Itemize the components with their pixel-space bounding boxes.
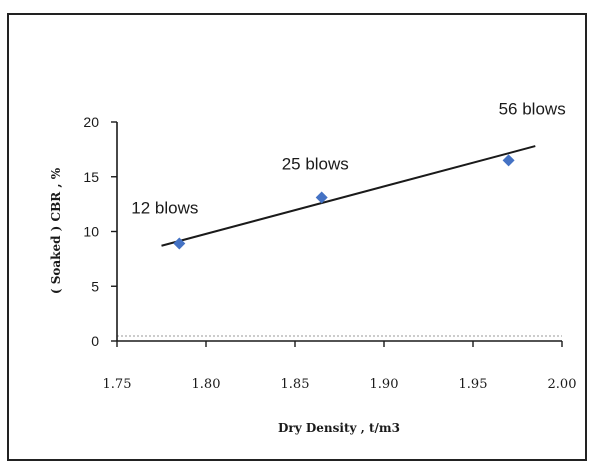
y-tick-label: 20 — [83, 114, 99, 130]
trendline — [161, 145, 536, 247]
y-tick-label: 5 — [91, 278, 99, 294]
x-tick-label: 1.95 — [459, 377, 488, 392]
point-label: 56 blows — [499, 99, 566, 118]
x-tick-label: 1.75 — [103, 377, 132, 392]
x-tick-label: 1.90 — [370, 377, 399, 392]
chart-border — [7, 13, 587, 461]
y-tick-label: 10 — [83, 224, 99, 240]
point-label: 12 blows — [131, 199, 198, 218]
data-point — [173, 237, 186, 250]
x-axis-label: Dry Density , t/m3 — [278, 421, 400, 435]
x-tick-label: 1.80 — [192, 377, 221, 392]
data-point — [315, 191, 328, 204]
trendline-group — [161, 145, 536, 247]
y-axis-label: ( Soaked ) CBR , % — [49, 167, 63, 294]
x-tick-label: 2.00 — [548, 377, 577, 392]
y-tick-label: 0 — [91, 333, 99, 349]
labels-group: 12 blows 25 blows 56 blows — [131, 99, 565, 217]
points-group — [173, 154, 515, 250]
x-tick-label: 1.85 — [281, 377, 310, 392]
point-label: 25 blows — [282, 155, 349, 174]
y-tick-label: 15 — [83, 169, 99, 185]
axes: 0 5 10 15 20 1.75 1.80 1.85 1.90 1.95 2.00 Dry Dens… — [49, 114, 576, 435]
data-point — [502, 154, 515, 167]
